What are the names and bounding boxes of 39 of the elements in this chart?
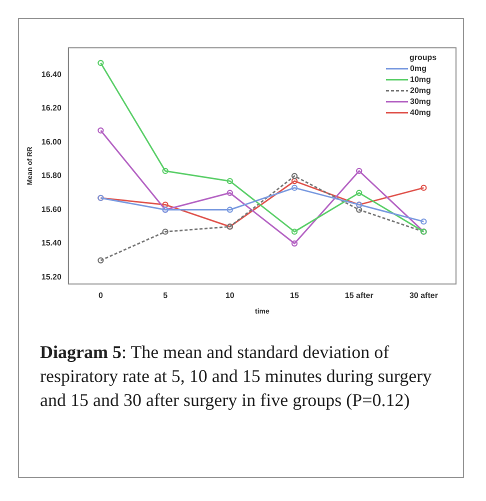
point [291,184,298,191]
y-tick-label: 15.20 [41,272,62,282]
point [162,168,168,174]
point [291,172,298,180]
legend-label: 30mg [410,97,432,106]
x-tick-label: 15 [290,291,300,300]
point [291,178,298,184]
point [98,127,104,134]
point [226,206,234,213]
point [356,206,362,213]
point [291,228,298,235]
point [420,184,427,191]
point [356,168,362,174]
legend-label: 0mg [410,64,427,74]
legend-label: 10mg [410,75,432,84]
x-tick-label: 0 [98,291,104,300]
legend-title: groups [409,53,438,62]
y-tick-label: 15.40 [41,238,62,248]
x-tick-label: 5 [163,291,168,300]
text: Diagram 5: The mean and standard deviation of respiratory rate at 5, 10 and 15 minutes during surgery and 15 and 30 after surgery in five groups (P=0.12) [40,341,433,412]
y-tick-label: 15.80 [41,171,62,180]
legend-label: 40mg [410,108,432,118]
point [162,202,168,208]
point [162,228,168,235]
y-tick-label: 16.40 [41,70,62,79]
x-tick-label: 15 after [344,291,374,300]
y-tick-label: 16.00 [41,137,62,146]
point [226,178,234,184]
x-tick-label: 10 [225,291,235,300]
legend-label: 20mg [410,86,432,96]
point [98,60,104,66]
y-tick-label: 15.60 [41,204,62,214]
point [420,218,427,225]
point [291,240,298,247]
x-tick-label: 30 after [409,291,438,300]
point [356,190,362,196]
point [226,190,234,196]
y-tick-label: 16.20 [41,104,62,113]
point [98,257,104,264]
